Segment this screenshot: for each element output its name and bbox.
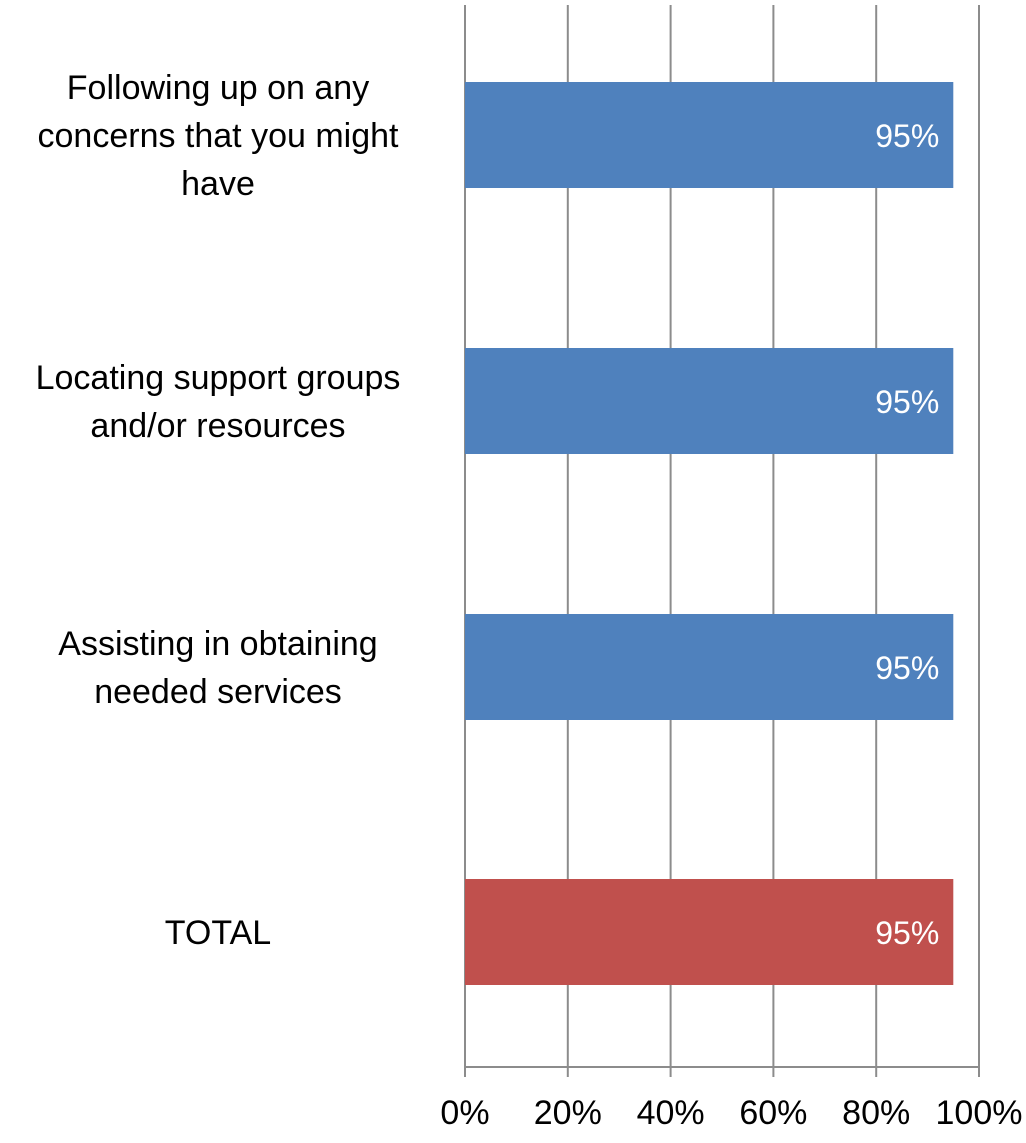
x-tick-label: 100% xyxy=(936,1094,1023,1132)
category-label: Following up on any xyxy=(67,69,369,107)
x-tick-label: 0% xyxy=(440,1094,489,1132)
category-label: concerns that you might xyxy=(38,117,400,155)
bar xyxy=(465,879,954,985)
category-label: and/or resources xyxy=(90,407,345,445)
x-tick-label: 40% xyxy=(637,1094,705,1132)
category-label: needed services xyxy=(94,673,342,711)
category-label: have xyxy=(181,165,255,203)
bar xyxy=(465,82,954,188)
category-label: Assisting in obtaining xyxy=(58,625,377,663)
bar-data-label: 95% xyxy=(875,915,939,951)
category-label: Locating support groups xyxy=(36,359,401,397)
bar-data-label: 95% xyxy=(875,118,939,154)
bar-data-label: 95% xyxy=(875,384,939,420)
x-tick-label: 20% xyxy=(534,1094,602,1132)
category-label: TOTAL xyxy=(165,914,271,952)
bar xyxy=(465,348,954,454)
x-tick-label: 60% xyxy=(739,1094,807,1132)
x-tick-label: 80% xyxy=(842,1094,910,1132)
bar-data-label: 95% xyxy=(875,650,939,686)
bar xyxy=(465,614,954,720)
